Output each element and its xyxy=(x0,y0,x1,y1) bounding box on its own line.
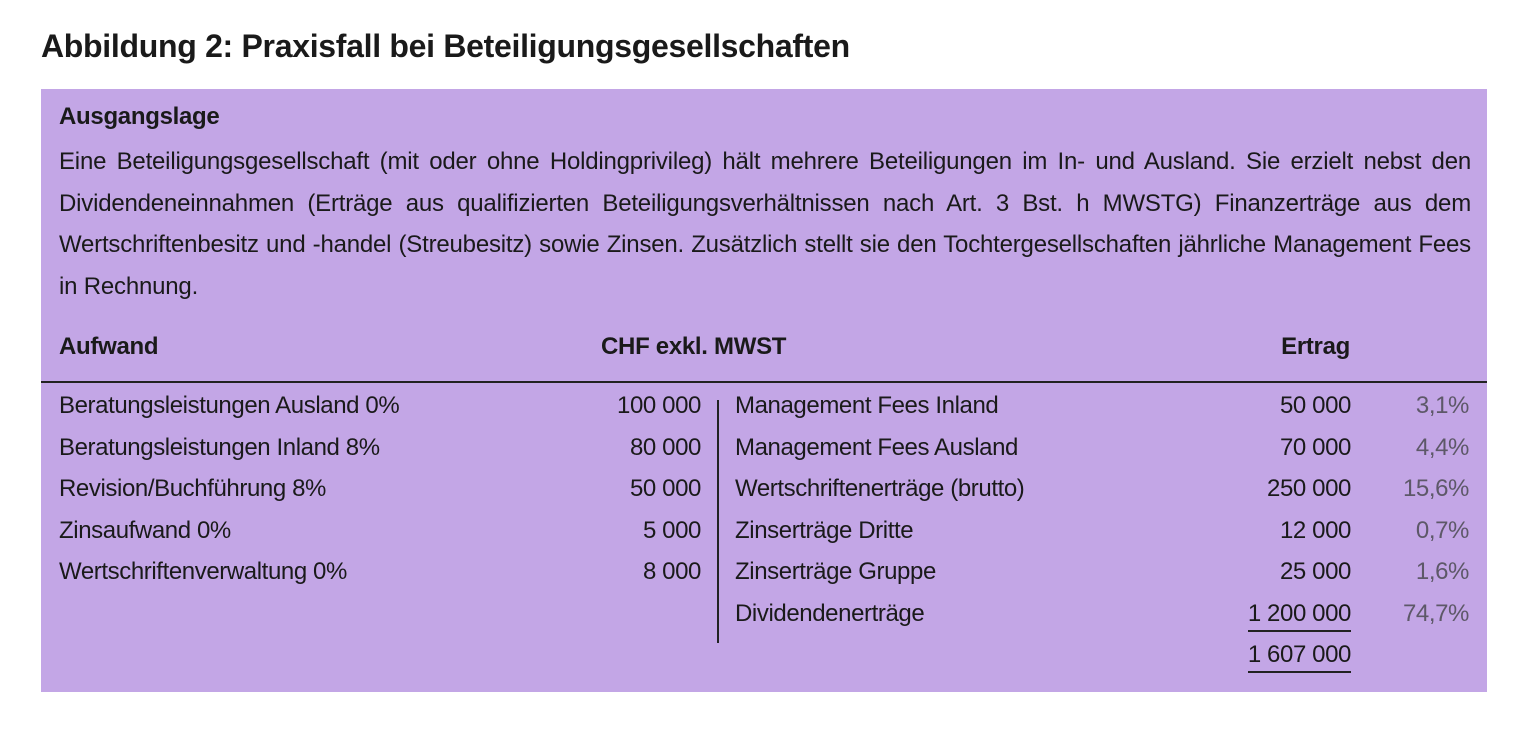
aufwand-label: Beratungsleistungen Ausland 0% xyxy=(59,392,400,419)
header-ertrag: Ertrag xyxy=(1281,333,1350,360)
ertrag-percent: 4,4% xyxy=(1415,433,1470,461)
aufwand-amount: 80 000 xyxy=(629,433,701,461)
case-box: Ausgangslage Eine Beteiligungsgesellscha… xyxy=(41,89,1487,692)
header-currency: CHF exkl. MWST xyxy=(601,333,787,360)
ertrag-label: Wertschriftenerträge (brutto) xyxy=(735,475,1025,502)
ertrag-label: Dividendenerträge xyxy=(735,599,925,627)
figure-title: Abbildung 2: Praxisfall bei Beteiligungs… xyxy=(41,28,850,64)
ertrag-percent: 15,6% xyxy=(1402,475,1469,502)
ertrag-percent: 74,7% xyxy=(1402,599,1469,627)
aufwand-amount: 100 000 xyxy=(617,392,701,419)
aufwand-label: Revision/Buchführung 8% xyxy=(59,475,326,502)
ertrag-amount: 12 000 xyxy=(1279,516,1351,544)
section-title: Ausgangslage xyxy=(59,103,220,130)
aufwand-amount: 5 000 xyxy=(642,516,701,544)
description-paragraph: Eine Beteiligungsgesellschaft (mit oder … xyxy=(59,148,1471,300)
header-divider xyxy=(41,381,1487,383)
ertrag-label: Management Fees Inland xyxy=(735,392,999,419)
ertrag-amount: 25 000 xyxy=(1279,558,1351,585)
ertrag-amount: 70 000 xyxy=(1279,433,1351,461)
header-aufwand: Aufwand xyxy=(59,333,159,360)
ertrag-amount: 1 200 000 xyxy=(1247,600,1351,632)
ertrag-amount: 250 000 xyxy=(1267,475,1351,502)
ertrag-percent: 1,6% xyxy=(1415,558,1470,585)
aufwand-label: Beratungsleistungen Inland 8% xyxy=(59,433,380,461)
ertrag-percent: 0,7% xyxy=(1415,516,1470,544)
ertrag-label: Management Fees Ausland xyxy=(735,433,1018,461)
aufwand-amount: 50 000 xyxy=(629,475,701,502)
aufwand-label: Wertschriftenverwaltung 0% xyxy=(59,558,347,585)
column-divider xyxy=(717,400,719,643)
aufwand-label: Zinsaufwand 0% xyxy=(59,516,231,544)
ertrag-label: Zinserträge Dritte xyxy=(735,516,914,544)
ertrag-label: Zinserträge Gruppe xyxy=(735,558,936,585)
ertrag-amount: 50 000 xyxy=(1279,392,1351,419)
aufwand-amount: 8 000 xyxy=(642,558,701,585)
ertrag-total: 1 607 000 xyxy=(1247,641,1351,673)
ertrag-percent: 3,1% xyxy=(1415,392,1470,419)
